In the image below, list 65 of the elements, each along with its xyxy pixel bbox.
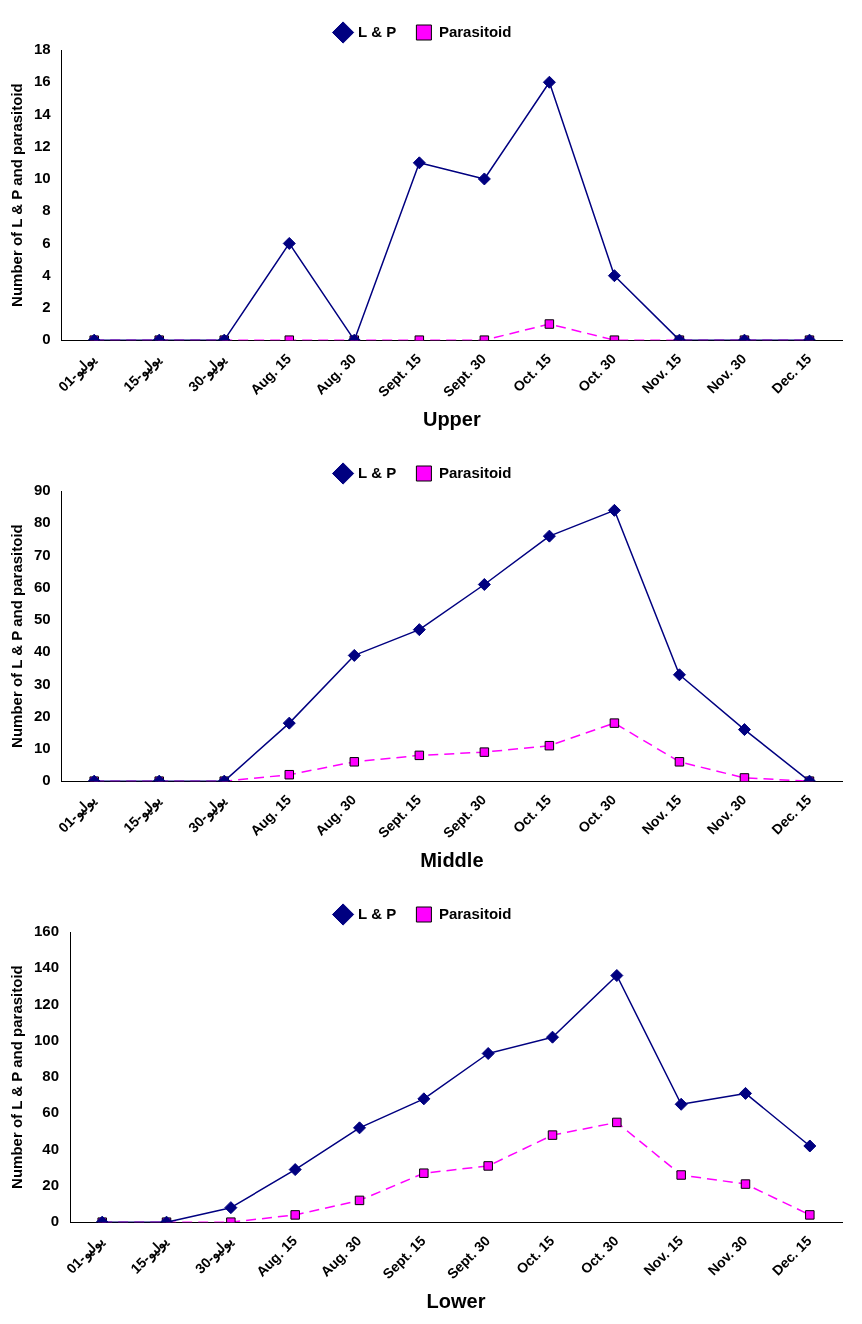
y-tick-label: 160 [34,922,60,940]
y-tick-label: 60 [42,1103,60,1121]
x-axis-title: Lower [426,1289,486,1312]
x-tick-label: 30-يوليو [185,791,230,837]
x-tick-label: Aug. 30 [317,1232,365,1280]
legend-label: Parasitoid [438,904,512,922]
y-tick-label: 0 [42,330,51,348]
y-axis-title: Number of L & P and parasitoid [8,524,26,748]
y-tick-label: 120 [34,994,60,1012]
x-tick-label: 15-يوليو [127,1232,173,1278]
y-tick-label: 10 [34,739,51,757]
x-axis-title: Middle [420,848,484,871]
x-tick-label: Oct. 15 [509,350,555,395]
x-tick-label: 15-يوليو [120,791,165,837]
x-tick-label: 01-يوليو [63,1232,108,1278]
y-tick-label: 0 [50,1212,60,1230]
x-tick-label: 30-يوليو [185,350,230,396]
x-tick-label: Aug. 30 [312,791,360,839]
y-axis-title: Number of L & P and parasitoid [8,965,26,1189]
y-tick-label: 6 [42,233,51,251]
y-tick-label: 10 [34,169,51,187]
x-tick-label: 01-يوليو [55,791,100,837]
y-tick-label: 14 [34,104,52,122]
y-tick-label: 20 [42,1176,60,1194]
x-tick-label: Oct. 15 [513,1232,558,1277]
y-tick-label: 20 [34,706,51,724]
x-tick-label: Oct. 30 [574,791,620,836]
legend-label: L & P [358,904,397,922]
x-tick-label: Aug. 15 [247,791,295,839]
x-tick-label: 30-يوليو [191,1232,237,1278]
legend-label: Parasitoid [438,22,512,40]
x-tick-label: Dec. 15 [768,1232,815,1279]
y-tick-label: 70 [34,545,51,563]
y-tick-label: 40 [42,1139,60,1157]
x-axis-title: Upper [422,407,481,430]
y-tick-label: 80 [34,513,51,531]
x-tick-label: Aug. 15 [252,1232,301,1280]
y-tick-label: 12 [34,136,51,154]
y-tick-label: 60 [34,577,51,595]
x-tick-label: Oct. 30 [577,1232,622,1277]
x-tick-label: 01-يوليو [55,350,100,396]
x-tick-label: Dec. 15 [768,350,815,397]
x-tick-label: 15-يوليو [120,350,165,396]
y-tick-label: 18 [34,40,51,58]
y-tick-label: 16 [34,72,51,90]
y-tick-label: 0 [42,771,51,789]
y-tick-label: 140 [34,958,60,976]
legend-label: L & P [358,463,397,481]
y-tick-label: 50 [34,610,51,628]
x-tick-label: Oct. 15 [509,791,555,836]
y-tick-label: 4 [42,265,52,283]
y-tick-label: 30 [34,674,51,692]
x-tick-label: Dec. 15 [768,791,815,838]
y-tick-label: 8 [42,201,51,219]
y-tick-label: 100 [34,1030,60,1048]
y-axis-title: Number of L & P and parasitoid [8,83,26,307]
x-tick-label: Aug. 30 [312,350,360,398]
legend-label: Parasitoid [438,463,512,481]
x-tick-label: Oct. 30 [574,350,620,395]
legend-label: L & P [358,22,397,40]
x-tick-label: Aug. 15 [247,350,295,398]
y-tick-label: 80 [42,1067,60,1085]
y-tick-label: 90 [34,481,51,499]
y-tick-label: 2 [42,298,51,316]
y-tick-label: 40 [34,642,51,660]
